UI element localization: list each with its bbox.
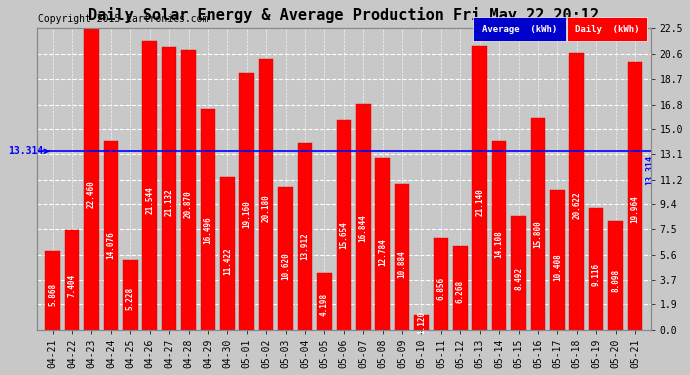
Bar	[609, 221, 623, 330]
Bar	[550, 190, 564, 330]
Text: Average  (kWh): Average (kWh)	[482, 25, 557, 34]
Text: 15.800: 15.800	[533, 220, 542, 248]
Bar	[589, 207, 604, 330]
Text: Daily  (kWh): Daily (kWh)	[575, 25, 639, 34]
Text: 5.868: 5.868	[48, 283, 57, 306]
Bar	[531, 118, 545, 330]
Text: 14.108: 14.108	[495, 231, 504, 258]
Bar	[395, 184, 409, 330]
Text: 12.784: 12.784	[378, 239, 387, 267]
Bar	[492, 141, 506, 330]
Text: 20.622: 20.622	[572, 192, 581, 219]
Bar	[317, 273, 332, 330]
Text: 15.654: 15.654	[339, 221, 348, 249]
Bar	[569, 53, 584, 330]
Bar	[414, 315, 428, 330]
Bar	[628, 62, 642, 330]
Text: 4.198: 4.198	[320, 293, 329, 316]
Bar	[162, 46, 177, 330]
Text: 10.408: 10.408	[553, 253, 562, 281]
Bar	[65, 231, 79, 330]
Bar	[181, 50, 196, 330]
Text: Copyright 2015 Cartronics.com: Copyright 2015 Cartronics.com	[38, 14, 208, 24]
Bar	[84, 29, 99, 330]
Text: 5.228: 5.228	[126, 286, 135, 310]
Text: 16.496: 16.496	[204, 216, 213, 244]
Bar	[473, 46, 487, 330]
Text: 22.460: 22.460	[87, 180, 96, 208]
Bar	[220, 177, 235, 330]
Text: 13.314: 13.314	[646, 155, 655, 185]
Text: 19.160: 19.160	[242, 200, 251, 228]
Text: 21.140: 21.140	[475, 188, 484, 216]
Text: 10.620: 10.620	[281, 252, 290, 279]
Text: 7.404: 7.404	[68, 273, 77, 297]
Bar	[433, 238, 448, 330]
Text: 6.268: 6.268	[456, 280, 465, 303]
Bar	[123, 260, 137, 330]
Text: 8.492: 8.492	[514, 267, 523, 290]
Bar	[142, 41, 157, 330]
Text: 13.912: 13.912	[301, 232, 310, 260]
Text: 14.076: 14.076	[106, 231, 115, 259]
Bar	[297, 143, 313, 330]
Bar	[259, 59, 273, 330]
Bar	[201, 109, 215, 330]
Bar	[337, 120, 351, 330]
Bar	[356, 104, 371, 330]
Text: 9.116: 9.116	[591, 263, 601, 286]
Text: 6.856: 6.856	[436, 277, 445, 300]
Bar	[104, 141, 118, 330]
Text: 16.844: 16.844	[359, 214, 368, 242]
Title: Daily Solar Energy & Average Production Fri May 22 20:12: Daily Solar Energy & Average Production …	[88, 7, 600, 23]
Text: 13.314: 13.314	[8, 146, 49, 156]
Text: 20.180: 20.180	[262, 194, 270, 222]
Bar	[46, 251, 60, 330]
Text: 1.120: 1.120	[417, 311, 426, 334]
Text: 8.098: 8.098	[611, 269, 620, 292]
Text: 21.132: 21.132	[165, 188, 174, 216]
Bar	[511, 216, 526, 330]
Bar	[375, 158, 390, 330]
Bar	[453, 246, 468, 330]
Text: 19.964: 19.964	[631, 195, 640, 223]
Text: 20.870: 20.870	[184, 190, 193, 218]
Text: 11.422: 11.422	[223, 247, 232, 274]
Text: 10.884: 10.884	[397, 250, 406, 278]
Text: 21.544: 21.544	[145, 186, 154, 214]
Bar	[278, 188, 293, 330]
Bar	[239, 73, 254, 330]
